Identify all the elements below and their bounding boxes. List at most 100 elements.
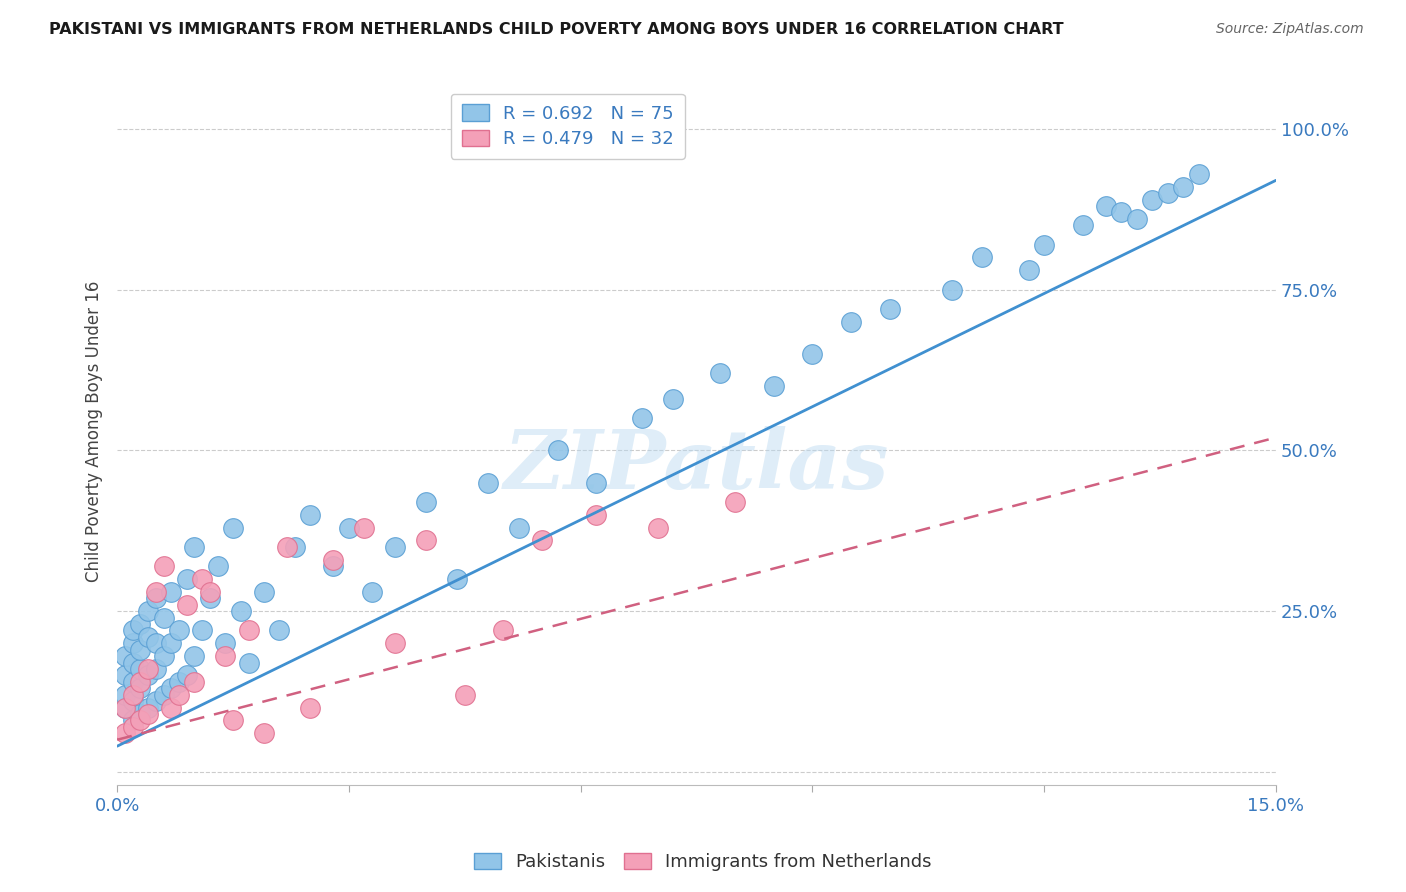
Point	[531, 533, 554, 548]
Point	[129, 662, 152, 676]
Point	[941, 283, 963, 297]
Point	[353, 520, 375, 534]
Point	[191, 624, 214, 638]
Point	[299, 700, 322, 714]
Point	[1142, 193, 1164, 207]
Point	[152, 649, 174, 664]
Point	[207, 559, 229, 574]
Point	[129, 674, 152, 689]
Legend: Pakistanis, Immigrants from Netherlands: Pakistanis, Immigrants from Netherlands	[467, 846, 939, 879]
Point	[299, 508, 322, 522]
Point	[631, 411, 654, 425]
Point	[492, 624, 515, 638]
Point	[361, 585, 384, 599]
Point	[322, 559, 344, 574]
Point	[198, 591, 221, 606]
Point	[709, 366, 731, 380]
Text: ZIPatlas: ZIPatlas	[503, 426, 890, 507]
Legend: R = 0.692   N = 75, R = 0.479   N = 32: R = 0.692 N = 75, R = 0.479 N = 32	[451, 94, 685, 159]
Point	[1095, 199, 1118, 213]
Point	[477, 475, 499, 490]
Point	[152, 610, 174, 624]
Point	[183, 649, 205, 664]
Point	[415, 495, 437, 509]
Point	[762, 379, 785, 393]
Point	[160, 585, 183, 599]
Point	[145, 591, 167, 606]
Point	[129, 681, 152, 696]
Point	[136, 662, 159, 676]
Point	[121, 720, 143, 734]
Point	[508, 520, 530, 534]
Point	[145, 694, 167, 708]
Point	[136, 700, 159, 714]
Point	[337, 520, 360, 534]
Point	[136, 668, 159, 682]
Point	[129, 642, 152, 657]
Point	[145, 585, 167, 599]
Point	[214, 636, 236, 650]
Point	[183, 674, 205, 689]
Point	[276, 540, 298, 554]
Point	[129, 617, 152, 632]
Point	[229, 604, 252, 618]
Point	[253, 585, 276, 599]
Point	[269, 624, 291, 638]
Point	[129, 706, 152, 721]
Point	[114, 700, 136, 714]
Point	[1157, 186, 1180, 201]
Point	[284, 540, 307, 554]
Text: PAKISTANI VS IMMIGRANTS FROM NETHERLANDS CHILD POVERTY AMONG BOYS UNDER 16 CORRE: PAKISTANI VS IMMIGRANTS FROM NETHERLANDS…	[49, 22, 1064, 37]
Point	[1126, 211, 1149, 226]
Point	[136, 604, 159, 618]
Point	[167, 674, 190, 689]
Point	[724, 495, 747, 509]
Point	[114, 726, 136, 740]
Point	[121, 714, 143, 728]
Y-axis label: Child Poverty Among Boys Under 16: Child Poverty Among Boys Under 16	[86, 280, 103, 582]
Point	[972, 251, 994, 265]
Point	[176, 572, 198, 586]
Point	[585, 475, 607, 490]
Point	[160, 636, 183, 650]
Point	[152, 688, 174, 702]
Point	[879, 301, 901, 316]
Point	[114, 649, 136, 664]
Point	[415, 533, 437, 548]
Point	[647, 520, 669, 534]
Point	[167, 688, 190, 702]
Point	[167, 624, 190, 638]
Point	[384, 636, 406, 650]
Point	[121, 624, 143, 638]
Point	[547, 443, 569, 458]
Point	[222, 714, 245, 728]
Point	[214, 649, 236, 664]
Point	[121, 694, 143, 708]
Point	[322, 552, 344, 566]
Point	[121, 636, 143, 650]
Point	[114, 668, 136, 682]
Point	[1018, 263, 1040, 277]
Point	[662, 392, 685, 406]
Point	[176, 598, 198, 612]
Point	[198, 585, 221, 599]
Point	[1033, 237, 1056, 252]
Point	[1071, 219, 1094, 233]
Point	[152, 559, 174, 574]
Point	[238, 624, 260, 638]
Point	[384, 540, 406, 554]
Point	[253, 726, 276, 740]
Point	[114, 700, 136, 714]
Point	[585, 508, 607, 522]
Point	[839, 315, 862, 329]
Point	[121, 674, 143, 689]
Point	[160, 700, 183, 714]
Point	[121, 688, 143, 702]
Point	[222, 520, 245, 534]
Point	[145, 662, 167, 676]
Point	[1188, 167, 1211, 181]
Point	[160, 681, 183, 696]
Point	[801, 347, 824, 361]
Point	[238, 656, 260, 670]
Point	[129, 714, 152, 728]
